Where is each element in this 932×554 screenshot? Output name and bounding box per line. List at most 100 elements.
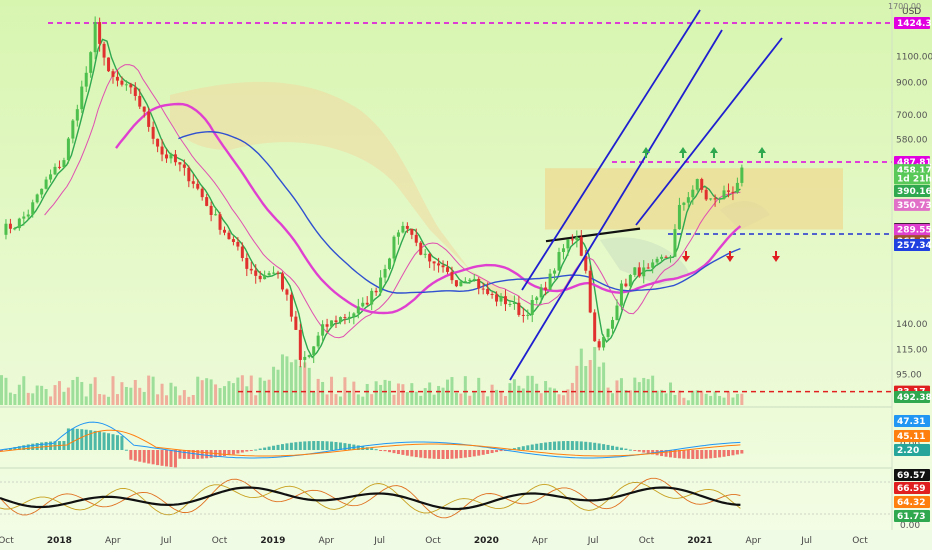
candle-body [468, 279, 472, 282]
candle-body [151, 126, 155, 139]
price-tag-label: 350.73 [897, 201, 932, 211]
volume-bar [294, 359, 298, 405]
volume-bar [428, 382, 432, 405]
indicator-tag-label: 492.389K [897, 393, 932, 403]
x-tick-label: Jul [373, 536, 385, 546]
candle-body [441, 265, 445, 268]
candle-body [165, 154, 169, 159]
up-arrow-icon [642, 147, 650, 158]
indicator-tag-label: 45.11 [897, 432, 925, 442]
candle-body [726, 190, 730, 192]
volume-bar [8, 392, 12, 405]
macd-histogram-bar [709, 450, 713, 459]
candle-body [633, 267, 637, 275]
volume-bar [561, 395, 565, 405]
candle-body [17, 218, 21, 229]
volume-bar [566, 389, 570, 405]
volume-bar [655, 390, 659, 405]
volume-bar [89, 383, 93, 405]
candle-body [704, 189, 708, 200]
candle-body [383, 268, 387, 278]
indicator-tag [894, 482, 930, 494]
macd-histogram-bar [120, 436, 124, 450]
macd-histogram-bar [468, 450, 472, 458]
candle-body [84, 72, 88, 87]
volume-bar [173, 386, 177, 405]
macd-histogram-bar [276, 444, 280, 450]
time-axis: Oct 2018 Apr Jul Oct 2019 Apr Jul Oct 2020 Apr Jul O… [0, 530, 932, 550]
volume-bar [477, 377, 481, 405]
macd-histogram-bar [374, 449, 378, 451]
candle-body [512, 302, 516, 304]
price-tag-label: 289.55 [897, 226, 932, 236]
volume-bar [35, 385, 39, 405]
volume-bar [459, 393, 463, 405]
volume-bar [646, 379, 650, 405]
candle-body [254, 270, 258, 276]
up-arrow-icon [710, 147, 718, 158]
down-arrow-icon [772, 251, 780, 262]
volume-bar [512, 379, 516, 405]
candle-body [182, 164, 186, 168]
macd-histogram-bar [521, 446, 525, 450]
candle-body [231, 239, 235, 242]
indicator-tag [894, 415, 930, 427]
y-tick-label: 700.00 [896, 111, 928, 121]
candle-body [472, 278, 476, 280]
candle-body [258, 275, 262, 280]
macd-histogram-bar [138, 450, 142, 462]
volume-bar [383, 379, 387, 405]
candle-body [312, 346, 316, 356]
volume-bar [111, 376, 115, 405]
volume-bar [196, 376, 200, 405]
macd-histogram-bar [700, 450, 704, 459]
price-tag [894, 184, 930, 197]
volume-bar [62, 391, 66, 405]
volume-bar [602, 362, 606, 405]
x-tick-label: Apr [745, 536, 761, 546]
volume-bar [472, 391, 476, 405]
volume-bar [263, 380, 267, 405]
candle-body [481, 288, 485, 290]
candle-body [731, 191, 735, 193]
candle-body [405, 225, 409, 229]
macd-histogram-bar [722, 450, 726, 457]
volume-bar [285, 356, 289, 405]
volume-bar [370, 394, 374, 405]
volume-bar [361, 396, 365, 405]
y-tick-label: 1100.00 [896, 52, 932, 62]
macd-histogram-bar [414, 450, 418, 458]
candle-body [588, 270, 592, 313]
volume-bar [508, 383, 512, 405]
candle-body [432, 261, 436, 264]
volume-bar [718, 395, 722, 405]
candle-body [156, 138, 160, 147]
volume-bar [611, 393, 615, 405]
candle-body [611, 320, 615, 329]
volume-bar [579, 348, 583, 405]
candle-body [655, 258, 659, 263]
candle-body [196, 183, 200, 189]
volume-bar [138, 387, 142, 405]
macd-histogram-bar [124, 449, 128, 451]
volume-bar [245, 386, 249, 405]
macd-histogram-bar [218, 450, 222, 457]
macd-histogram-bar [637, 450, 641, 452]
candle-body [526, 314, 530, 316]
macd-histogram-bar [17, 446, 21, 450]
macd-histogram-bar [111, 434, 115, 450]
volume-bar [365, 383, 369, 405]
macd-histogram-bar [726, 450, 730, 457]
candle-body [561, 248, 565, 253]
macd-histogram-bar [535, 443, 539, 450]
macd-histogram-bar [388, 450, 392, 453]
candle-body [414, 234, 418, 243]
macd-histogram-bar [450, 450, 454, 459]
candle-body [374, 290, 378, 293]
macd-histogram-bar [31, 443, 35, 450]
stoch-k-line [0, 477, 741, 519]
ma-line-fast [13, 38, 741, 359]
